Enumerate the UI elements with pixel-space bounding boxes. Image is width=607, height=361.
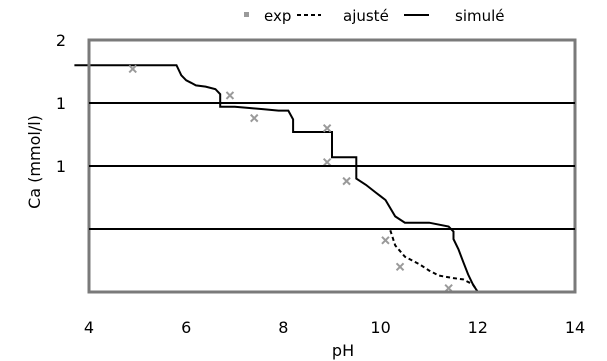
legend: exp ajusté simulé bbox=[244, 7, 505, 25]
y-axis-title: Ca (mmol/l) bbox=[25, 115, 44, 209]
x-tick-label: 8 bbox=[278, 318, 288, 337]
data-point-exp bbox=[395, 262, 405, 272]
legend-ajuste-label: ajusté bbox=[343, 7, 389, 25]
data-point-exp bbox=[381, 236, 390, 245]
data-point-exp bbox=[322, 158, 332, 167]
data-point-exp bbox=[342, 176, 351, 186]
x-tick-label: 4 bbox=[84, 318, 94, 337]
legend-exp-label: exp bbox=[264, 7, 291, 25]
x-tick-label: 10 bbox=[370, 318, 390, 337]
y-tick-label: 2 bbox=[56, 31, 66, 50]
series-line-ajuste bbox=[389, 229, 479, 293]
axis-titles: pH Ca (mmol/l) bbox=[25, 115, 354, 360]
legend-exp-marker bbox=[244, 12, 249, 17]
x-tick-label: 12 bbox=[468, 318, 488, 337]
x-tick-label: 14 bbox=[565, 318, 585, 337]
x-axis-title: pH bbox=[332, 341, 354, 360]
data-point-exp bbox=[250, 113, 259, 123]
series-line-simule bbox=[74, 64, 479, 293]
data-point-exp bbox=[225, 91, 235, 100]
y-tick-label: 1 bbox=[56, 157, 66, 176]
x-tick-label: 6 bbox=[181, 318, 191, 337]
legend-simule-label: simulé bbox=[455, 7, 505, 25]
y-tick-label: 1 bbox=[56, 94, 66, 113]
plot-area bbox=[74, 64, 479, 293]
data-point-exp bbox=[322, 123, 332, 133]
data-point-exp bbox=[128, 64, 137, 74]
